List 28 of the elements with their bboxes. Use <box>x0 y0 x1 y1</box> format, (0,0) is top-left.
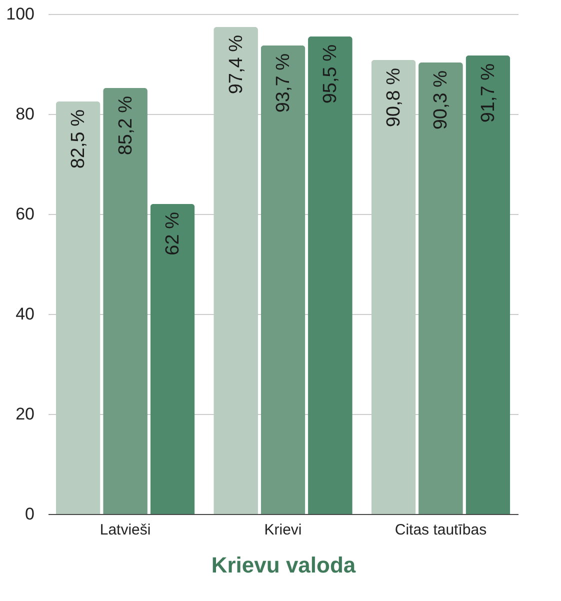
bar <box>418 62 463 514</box>
data-label: 90,3 % <box>430 70 452 130</box>
bar <box>260 46 306 514</box>
bar <box>308 36 352 514</box>
bar <box>56 102 100 514</box>
bar <box>150 204 195 514</box>
y-tick-label: 40 <box>16 304 34 324</box>
y-tick-label: 100 <box>6 4 34 24</box>
data-label: 62 % <box>162 212 184 256</box>
x-tick-label: Latvieši <box>100 522 151 538</box>
data-label: 97,4 % <box>226 34 247 94</box>
bar <box>466 56 510 514</box>
y-tick-label: 20 <box>16 404 34 424</box>
bar <box>371 60 416 514</box>
bar <box>103 88 148 514</box>
x-tick-label: Krievi <box>264 522 302 538</box>
data-label: 95,5 % <box>320 44 342 104</box>
data-label: 93,7 % <box>273 53 294 113</box>
y-tick-label: 80 <box>16 104 34 124</box>
data-label: 82,5 % <box>68 109 90 169</box>
bar <box>214 27 258 514</box>
data-label: 91,7 % <box>478 63 499 123</box>
y-tick-label: 0 <box>25 504 34 524</box>
data-label: 85,2 % <box>115 96 136 156</box>
x-tick-label: Citas tautības <box>394 522 487 538</box>
y-tick-label: 60 <box>16 204 34 224</box>
x-axis-title: Krievu valoda <box>211 552 356 578</box>
data-label: 90,8 % <box>384 68 405 128</box>
